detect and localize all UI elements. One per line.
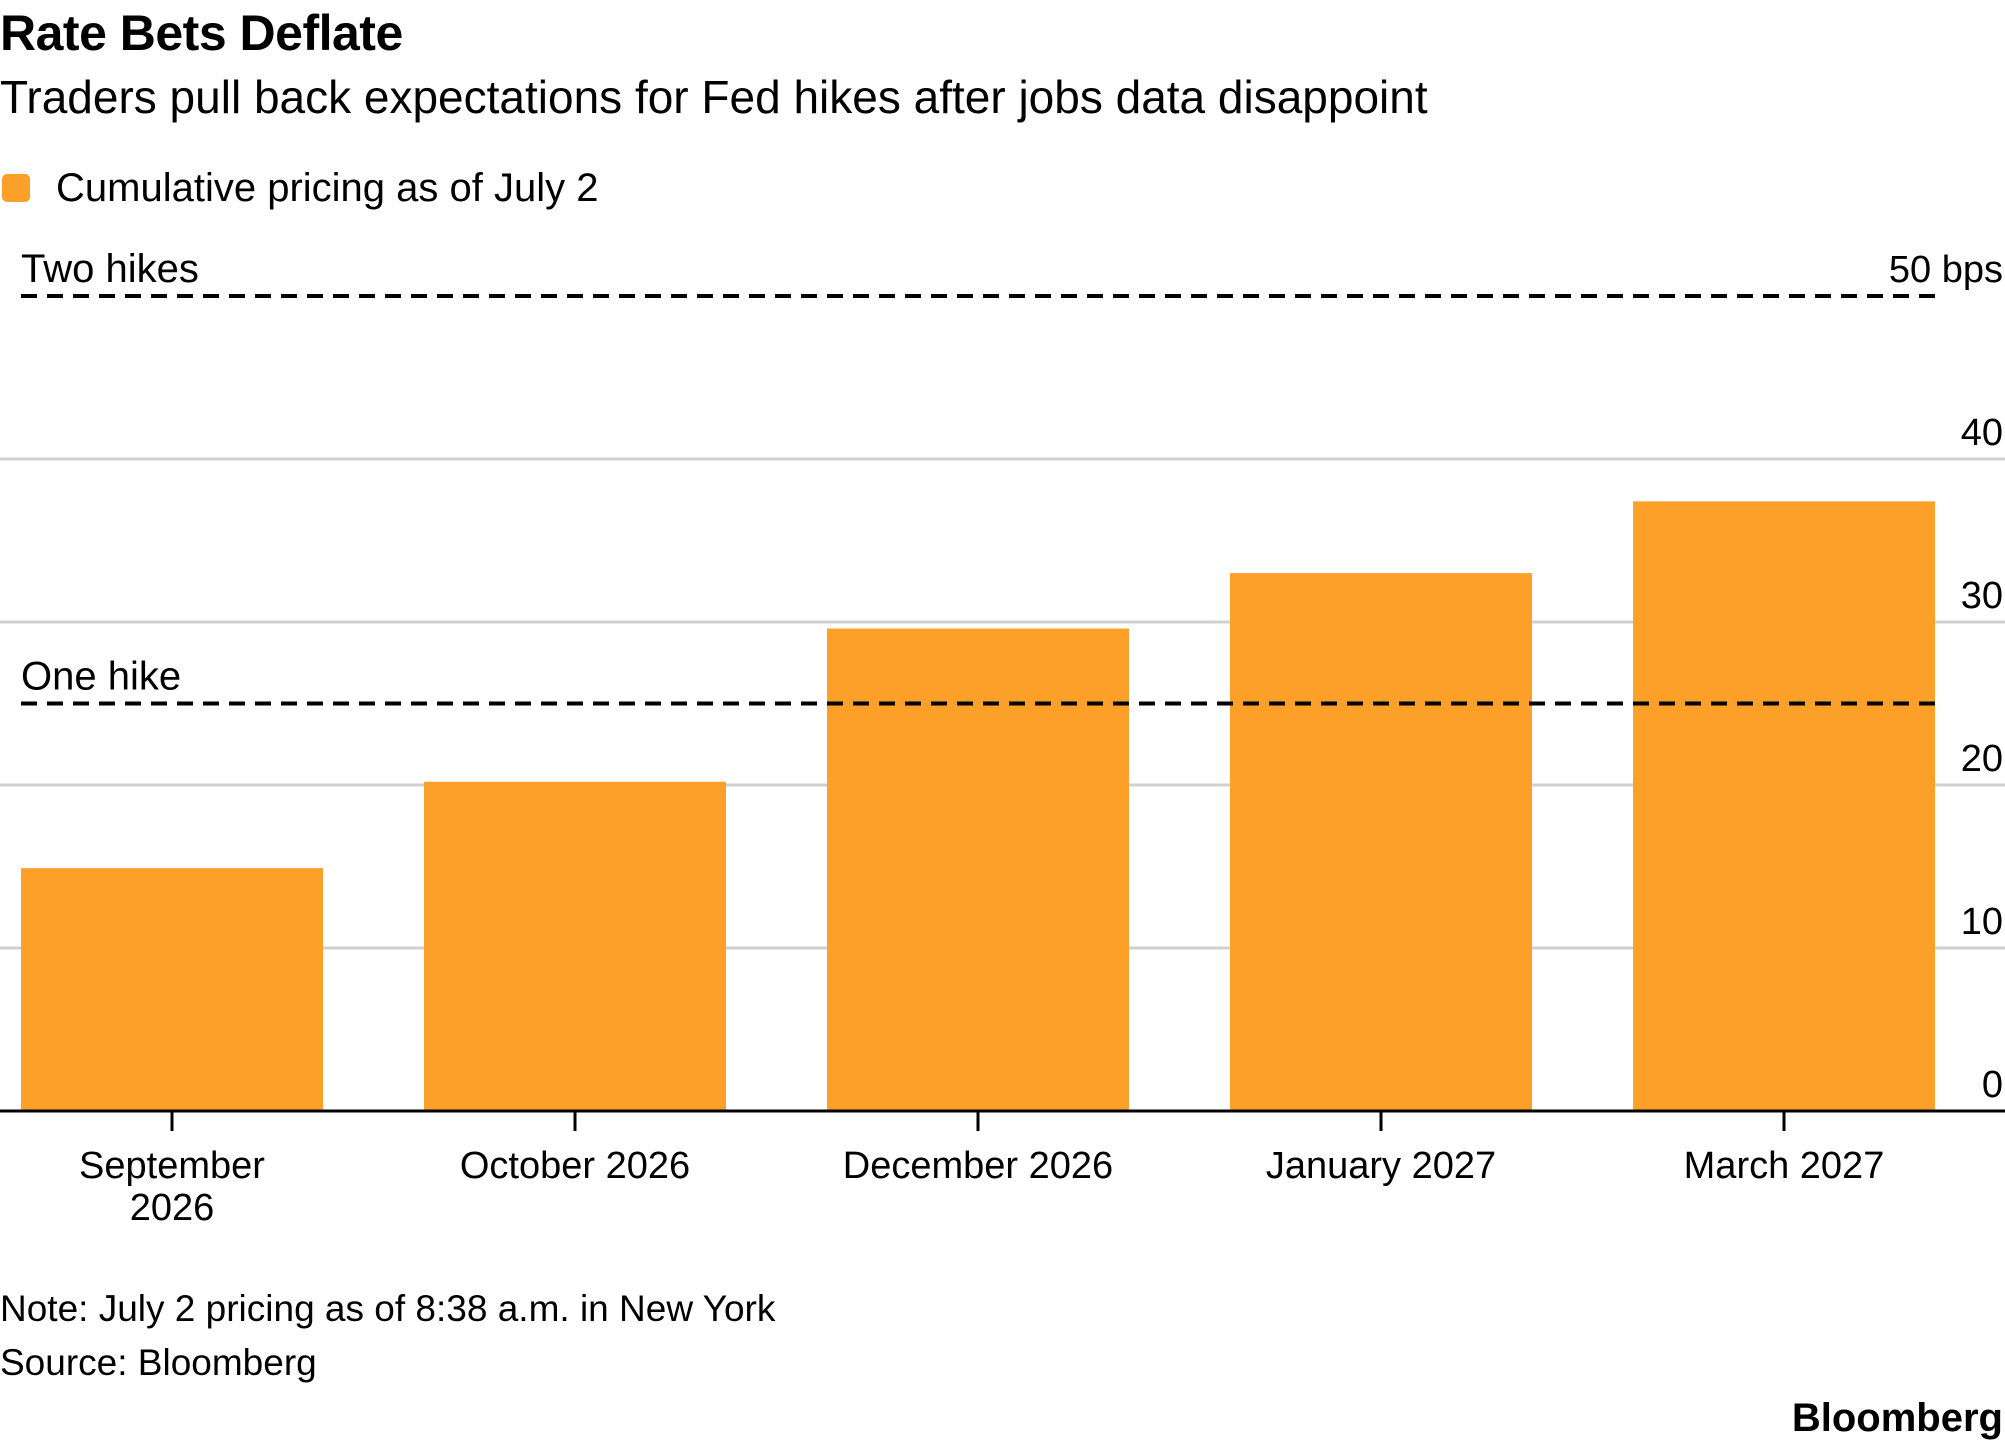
legend-swatch xyxy=(2,174,30,202)
reference-line-label: One hike xyxy=(21,655,181,699)
x-tick-label: October 2026 xyxy=(460,1145,690,1187)
chart-title: Rate Bets Deflate xyxy=(0,5,403,61)
y-tick-label: 0 xyxy=(1982,1064,2003,1106)
y-tick-label: 40 xyxy=(1961,412,2003,454)
x-tick-label: 2026 xyxy=(130,1187,215,1229)
bar xyxy=(424,781,726,1111)
bar xyxy=(1633,501,1935,1111)
bar xyxy=(827,628,1129,1111)
reference-line-label: Two hikes xyxy=(21,247,199,291)
x-tick-label: January 2027 xyxy=(1266,1145,1496,1187)
legend: Cumulative pricing as of July 2 xyxy=(2,165,598,211)
bar xyxy=(21,868,323,1111)
y-tick-label: 50 bps xyxy=(1889,249,2003,291)
bloomberg-logo: Bloomberg xyxy=(1791,1396,2003,1440)
chart-note: Note: July 2 pricing as of 8:38 a.m. in … xyxy=(0,1288,776,1329)
legend-label: Cumulative pricing as of July 2 xyxy=(56,165,599,210)
chart-source: Source: Bloomberg xyxy=(0,1342,317,1383)
y-tick-label: 20 xyxy=(1961,738,2003,780)
bar xyxy=(1230,573,1532,1111)
x-tick-label: September xyxy=(79,1145,265,1187)
y-tick-label: 10 xyxy=(1961,901,2003,943)
x-tick-label: December 2026 xyxy=(843,1145,1113,1187)
x-tick-label: March 2027 xyxy=(1684,1145,1885,1187)
y-tick-label: 30 xyxy=(1961,575,2003,617)
chart-subtitle: Traders pull back expectations for Fed h… xyxy=(0,71,1428,123)
